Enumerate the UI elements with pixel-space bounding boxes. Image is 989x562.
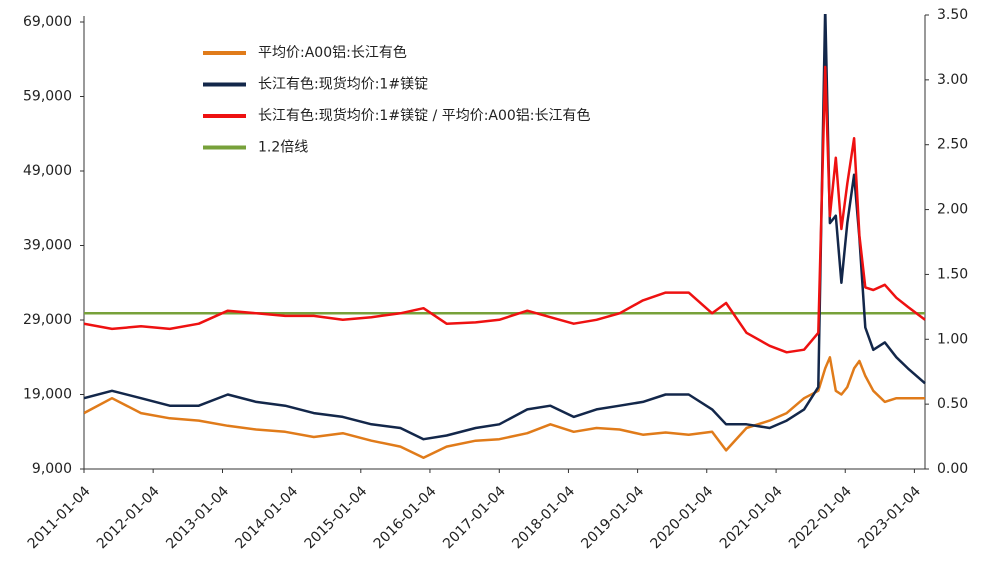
x-tick-label: 2023-01-04 [855,483,924,552]
y2-tick-label: 3.50 [937,7,968,23]
legend-label: 平均价:A00铝:长江有色 [258,44,407,61]
y-tick-label: 69,000 [23,14,72,30]
legend-label: 1.2倍线 [258,140,308,156]
y-tick-label: 9,000 [32,461,72,477]
y2-tick-label: 3.00 [937,72,968,88]
y-tick-label: 29,000 [23,312,72,328]
x-tick-label: 2020-01-04 [648,483,717,552]
y2-tick-label: 0.00 [937,461,968,477]
series-line [84,65,926,354]
series-line [84,14,926,441]
x-tick-label: 2015-01-04 [302,483,371,552]
x-tick-label: 2012-01-04 [94,483,163,552]
y2-tick-label: 1.00 [937,331,968,347]
y2-tick-label: 2.50 [937,137,968,153]
x-tick-label: 2014-01-04 [232,483,301,552]
series-line [84,356,925,460]
x-tick-label: 2011-01-04 [25,483,94,552]
legend-label: 长江有色:现货均价:1#镁锭 / 平均价:A00铝:长江有色 [258,107,591,124]
x-tick-label: 2017-01-04 [440,483,509,552]
y2-tick-label: 2.00 [937,202,968,218]
x-tick-label: 2021-01-04 [717,483,786,552]
legend-label: 长江有色:现货均价:1#镁锭 [258,76,428,93]
x-tick-label: 2018-01-04 [509,483,578,552]
x-tick-label: 2013-01-04 [163,483,232,552]
plot-area [84,14,926,460]
y-tick-label: 19,000 [23,387,72,403]
x-tick-label: 2016-01-04 [371,483,440,552]
y2-tick-label: 0.50 [937,396,968,412]
y-tick-label: 39,000 [23,238,72,254]
y2-tick-label: 1.50 [937,266,968,282]
x-tick-label: 2022-01-04 [786,483,855,552]
x-tick-label: 2019-01-04 [578,483,647,552]
y-tick-label: 59,000 [23,89,72,105]
y-tick-label: 49,000 [23,163,72,179]
